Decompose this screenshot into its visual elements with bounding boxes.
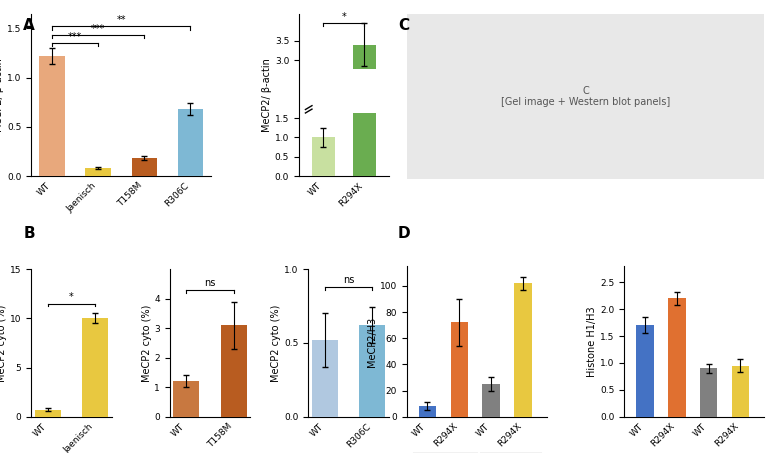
- Y-axis label: MeCP2 cyto (%): MeCP2 cyto (%): [0, 304, 7, 381]
- Bar: [86, 168, 111, 176]
- Text: B: B: [23, 226, 35, 241]
- Bar: [82, 318, 108, 417]
- Bar: [353, 44, 375, 176]
- Bar: [732, 366, 750, 417]
- Text: *: *: [342, 13, 346, 23]
- Text: C: C: [398, 18, 409, 33]
- Y-axis label: MeCP2/ β-actin: MeCP2/ β-actin: [262, 58, 272, 132]
- Text: ***: ***: [68, 32, 82, 42]
- Bar: [39, 56, 65, 176]
- Bar: [312, 340, 338, 417]
- Text: C
[Gel image + Western blot panels]: C [Gel image + Western blot panels]: [501, 86, 670, 107]
- Y-axis label: MeCP2 cyto (%): MeCP2 cyto (%): [271, 304, 282, 381]
- Text: A: A: [23, 18, 35, 33]
- Bar: [173, 381, 200, 417]
- Bar: [514, 283, 532, 417]
- Bar: [35, 410, 61, 417]
- Bar: [132, 158, 157, 176]
- Text: **: **: [116, 15, 126, 25]
- Y-axis label: Histone H1/H3: Histone H1/H3: [587, 306, 597, 377]
- Bar: [700, 368, 718, 417]
- Text: *: *: [69, 292, 74, 302]
- Bar: [636, 325, 654, 417]
- Bar: [483, 384, 500, 417]
- Bar: [178, 109, 203, 176]
- Text: ns: ns: [343, 275, 354, 285]
- Text: D: D: [398, 226, 410, 241]
- Bar: [303, 68, 385, 113]
- Bar: [668, 299, 686, 417]
- Bar: [221, 325, 246, 417]
- Y-axis label: MeCP2/ β-actin: MeCP2/ β-actin: [0, 58, 5, 132]
- Y-axis label: MeCP2/H3: MeCP2/H3: [367, 316, 377, 366]
- Bar: [451, 323, 468, 417]
- Y-axis label: MeCP2 cyto (%): MeCP2 cyto (%): [141, 304, 151, 381]
- Bar: [360, 325, 385, 417]
- Text: ***: ***: [91, 24, 105, 34]
- Text: ns: ns: [204, 278, 216, 288]
- Bar: [312, 137, 335, 176]
- Bar: [419, 406, 436, 417]
